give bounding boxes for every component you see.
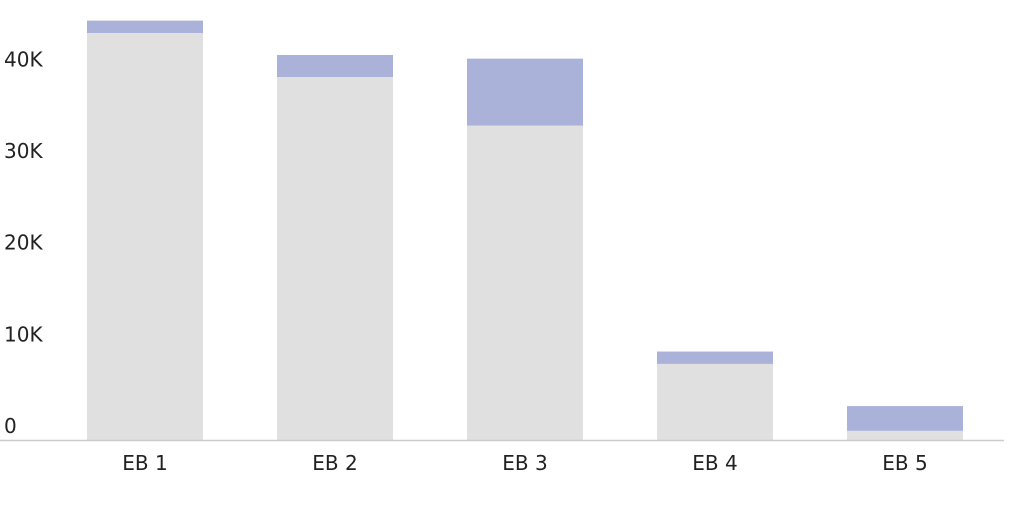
bar-1-segment-1 [87,32,203,441]
x-tick-label: EB 2 [312,451,357,475]
x-axis-tick-labels: EB 1 EB 2 EB 3 EB 4 EB 5 [122,451,927,475]
x-tick-label: EB 4 [692,451,737,475]
x-tick-label: EB 5 [882,451,927,475]
bar-4-segment-1 [657,363,773,440]
y-tick-label: 40K [4,47,43,71]
x-tick-label: EB 3 [502,451,547,475]
bar-4-segment-2 [657,351,773,364]
bar-1-segment-2 [87,20,203,33]
y-tick-label: 30K [4,139,43,163]
bar-2-segment-1 [277,76,393,441]
bars-group [87,20,963,441]
y-tick-label: 20K [4,231,43,255]
bar-5-segment-1 [847,430,963,440]
bar-5-segment-2 [847,406,963,431]
y-tick-label: 0 [4,414,17,438]
y-tick-label: 10K [4,322,43,346]
bar-2-segment-2 [277,54,393,77]
y-axis-tick-labels: 0 10K 20K 30K 40K [4,47,43,438]
bar-3-segment-2 [467,58,583,126]
bar-3-segment-1 [467,125,583,440]
x-tick-label: EB 1 [122,451,167,475]
